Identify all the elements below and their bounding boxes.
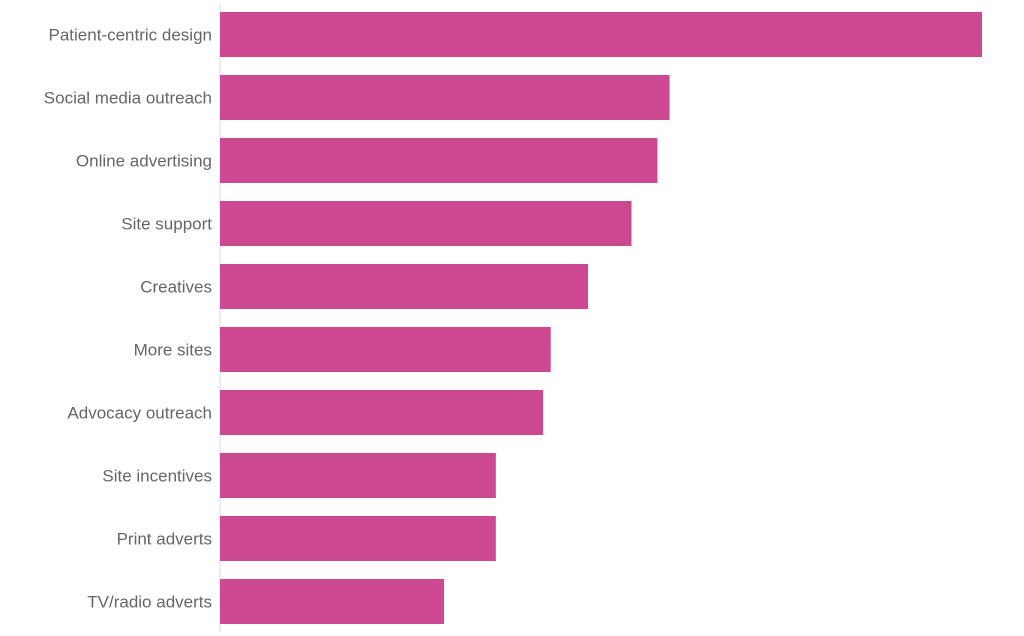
category-label-8: Print adverts bbox=[117, 530, 212, 549]
category-label-7: Site incentives bbox=[102, 467, 212, 486]
bar-9 bbox=[220, 579, 445, 624]
category-label-2: Online advertising bbox=[76, 152, 212, 171]
category-label-0: Patient-centric design bbox=[49, 26, 212, 45]
bar-1 bbox=[220, 75, 670, 120]
bar-0 bbox=[220, 12, 982, 57]
category-label-1: Social media outreach bbox=[44, 89, 212, 108]
category-label-4: Creatives bbox=[140, 278, 212, 297]
bar-3 bbox=[220, 201, 632, 246]
bars-group bbox=[220, 12, 982, 624]
bar-8 bbox=[220, 516, 496, 561]
category-label-9: TV/radio adverts bbox=[87, 593, 212, 612]
bar-6 bbox=[220, 390, 544, 435]
bar-5 bbox=[220, 327, 551, 372]
category-label-3: Site support bbox=[121, 215, 212, 234]
bar-2 bbox=[220, 138, 658, 183]
category-labels-group: Patient-centric design Social media outre… bbox=[44, 26, 212, 612]
bar-4 bbox=[220, 264, 589, 309]
bar-7 bbox=[220, 453, 496, 498]
category-label-6: Advocacy outreach bbox=[67, 404, 212, 423]
category-label-5: More sites bbox=[134, 341, 212, 360]
